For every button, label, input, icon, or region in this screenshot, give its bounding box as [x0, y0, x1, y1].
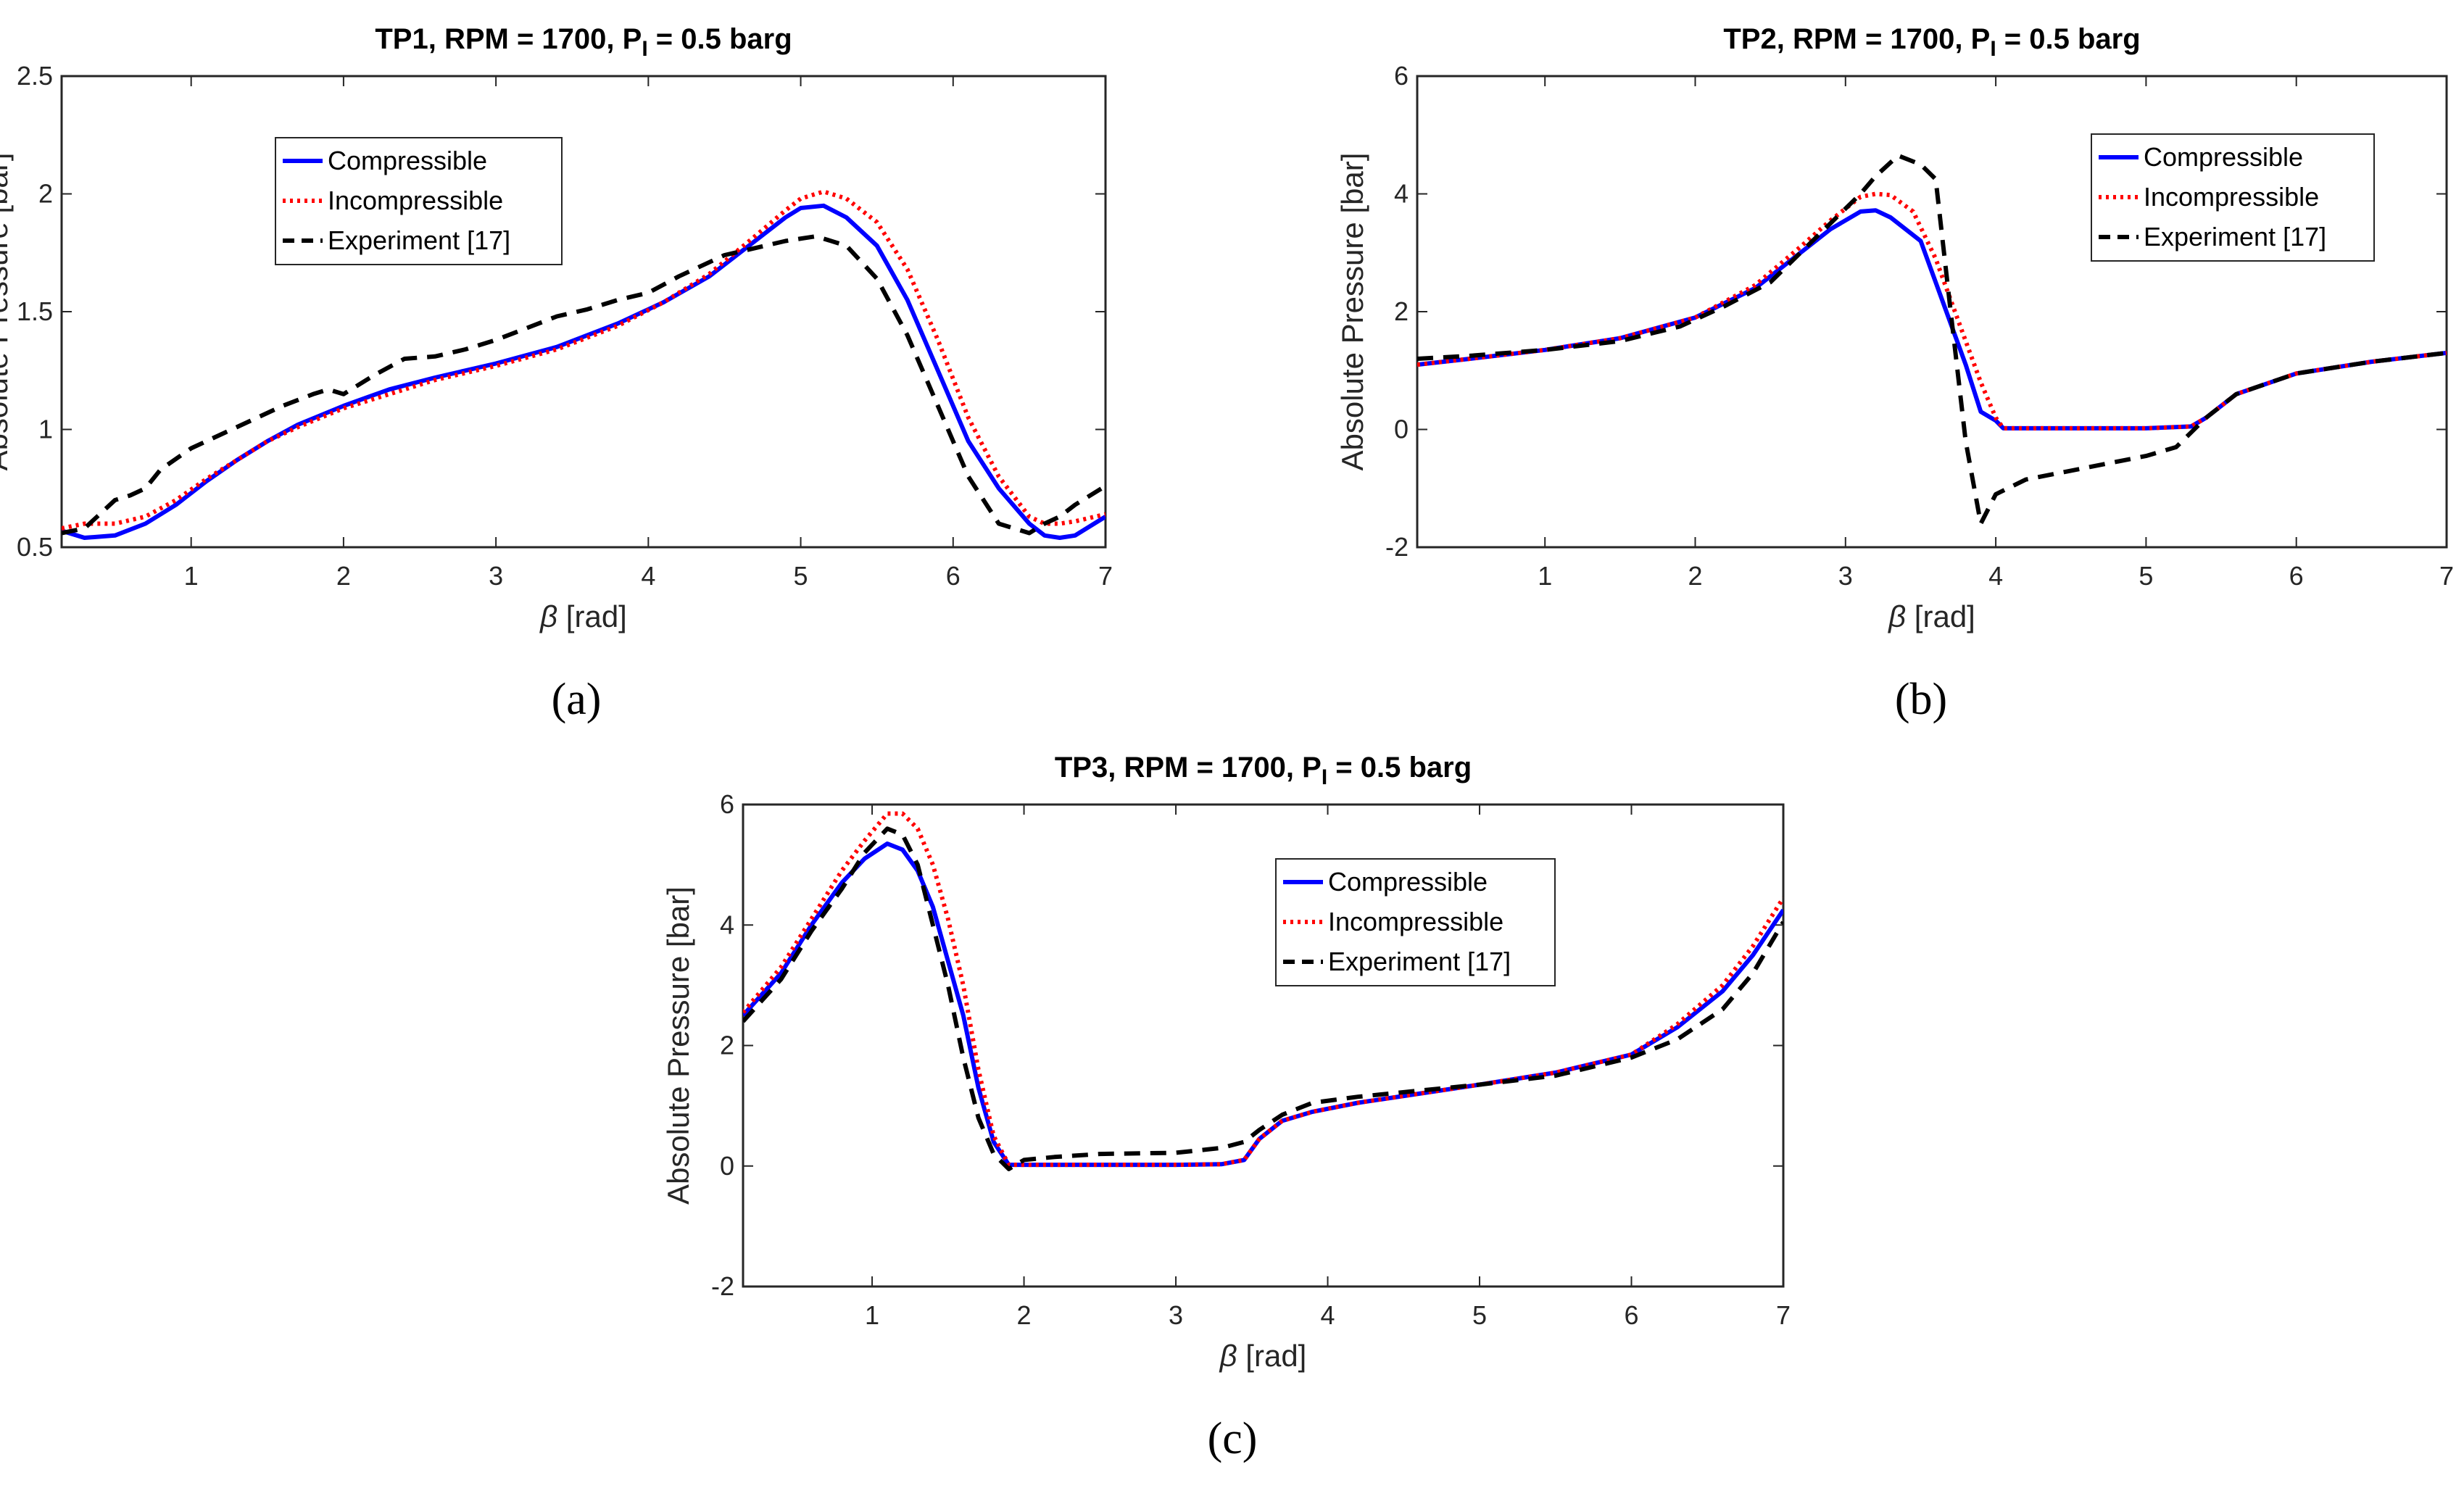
series-line-dotted: [62, 189, 1106, 531]
y-axis-ticks: -2 0 2 4 6: [711, 789, 1783, 1301]
legend-label: Compressible: [328, 146, 487, 175]
legend-label: Compressible: [1328, 867, 1488, 897]
x-tick-label: 7: [2439, 561, 2454, 591]
x-tick-label: 5: [2139, 561, 2153, 591]
y-tick-label: 1.5: [17, 296, 53, 326]
y-tick-label: 4: [1394, 179, 1409, 209]
x-tick-label: 6: [946, 561, 961, 591]
title-subscript: I: [1322, 765, 1327, 789]
x-axis-ticks: 1 2 3 4 5 6 7: [1538, 76, 2454, 591]
data-series: [62, 189, 1106, 540]
legend: Compressible Incompressible Experiment [17…: [1275, 858, 1556, 986]
y-tick-label: 2: [720, 1031, 734, 1060]
data-series: [1417, 153, 2447, 526]
y-tick-label: 2.5: [17, 61, 53, 91]
y-tick-label: 0: [720, 1151, 734, 1181]
y-tick-label: 2: [1394, 296, 1409, 326]
x-tick-label: 6: [2289, 561, 2304, 591]
caption-a: (a): [552, 675, 602, 724]
legend-label: Experiment [17]: [2144, 222, 2326, 252]
legend-label: Incompressible: [2144, 182, 2319, 212]
title-tail: = 0.5 barg: [648, 23, 792, 55]
y-axis-label: Absolute Pressure [bar]: [1335, 153, 1369, 471]
legend: Compressible Incompressible Experiment [17…: [2091, 133, 2375, 262]
x-tick-label: 2: [336, 561, 351, 591]
chart-title: TP2, RPM = 1700, PI = 0.5 barg: [1723, 23, 2140, 61]
plot-area: [742, 803, 1785, 1288]
data-series: [743, 811, 1783, 1171]
x-tick-label: 4: [1321, 1300, 1335, 1330]
title-subscript: I: [642, 37, 647, 61]
caption-c: (c): [1208, 1414, 1258, 1463]
title-tail: = 0.5 barg: [1996, 23, 2141, 55]
x-tick-label: 3: [1169, 1300, 1183, 1330]
x-axis-ticks: 1 2 3 4 5 6 7: [184, 76, 1113, 591]
y-tick-label: 0.5: [17, 532, 53, 562]
legend: Compressible Incompressible Experiment [17…: [275, 137, 563, 265]
x-tick-label: 4: [1988, 561, 2003, 591]
y-tick-label: 4: [720, 910, 734, 939]
y-axis-label: Absolute Pressure [bar]: [0, 153, 14, 471]
y-axis-ticks: -2 0 2 4 6: [1385, 61, 2447, 562]
y-tick-label: 1: [38, 415, 53, 444]
x-tick-label: 7: [1776, 1300, 1791, 1330]
chart-title: TP3, RPM = 1700, PI = 0.5 barg: [1055, 752, 1472, 789]
y-axis-ticks: 0.5 1 1.5 2 2.5: [17, 61, 1106, 562]
panel-c: TP3, RPM = 1700, PI = 0.5 barg -2 0 2 4 6 1 2…: [661, 752, 1791, 1373]
title-tail: = 0.5 barg: [1327, 752, 1472, 784]
panel-b: TP2, RPM = 1700, PI = 0.5 barg -2 0 2 4 6 1 2…: [1335, 23, 2454, 633]
series-line-dashed: [743, 826, 1783, 1171]
legend-label: Incompressible: [328, 186, 503, 215]
x-tick-label: 5: [794, 561, 808, 591]
y-tick-label: -2: [711, 1271, 734, 1301]
series-line-dashed: [62, 234, 1106, 536]
series-line-solid: [743, 841, 1783, 1168]
y-tick-label: 6: [720, 789, 734, 819]
x-tick-label: 7: [1098, 561, 1113, 591]
x-axis-label: β [rad]: [1887, 599, 1975, 633]
x-tick-label: 3: [489, 561, 503, 591]
y-tick-label: 6: [1394, 61, 1409, 91]
x-tick-label: 5: [1472, 1300, 1487, 1330]
x-axis-label: β [rad]: [539, 599, 627, 633]
legend-label: Incompressible: [1328, 907, 1503, 936]
x-tick-label: 1: [865, 1300, 879, 1330]
x-tick-label: 4: [641, 561, 655, 591]
x-tick-label: 3: [1838, 561, 1853, 591]
x-tick-label: 2: [1017, 1300, 1032, 1330]
chart-title: TP1, RPM = 1700, PI = 0.5 barg: [375, 23, 792, 61]
x-axis-ticks: 1 2 3 4 5 6 7: [865, 805, 1791, 1330]
legend-box: [1275, 858, 1556, 986]
y-axis-label: Absolute Pressure [bar]: [661, 886, 695, 1205]
x-tick-label: 2: [1688, 561, 1702, 591]
x-axis-label: β [rad]: [1219, 1339, 1307, 1373]
caption-b: (b): [1895, 675, 1947, 724]
legend-label: Experiment [17]: [328, 225, 510, 255]
y-tick-label: 0: [1394, 415, 1409, 444]
legend-box: [275, 137, 563, 265]
legend-label: Experiment [17]: [1328, 947, 1511, 976]
x-tick-label: 6: [1624, 1300, 1638, 1330]
title-subscript: I: [1990, 37, 1996, 61]
series-line-dashed: [1417, 153, 2447, 526]
x-tick-label: 1: [1538, 561, 1552, 591]
legend-label: Compressible: [2144, 142, 2303, 172]
series-line-dotted: [1417, 191, 2447, 431]
panel-a: TP1, RPM = 1700, PI = 0.5 barg 0.5 1 1.5 2 2…: [0, 23, 1113, 633]
y-tick-label: 2: [38, 179, 53, 209]
x-tick-label: 1: [184, 561, 199, 591]
y-tick-label: -2: [1385, 532, 1409, 562]
